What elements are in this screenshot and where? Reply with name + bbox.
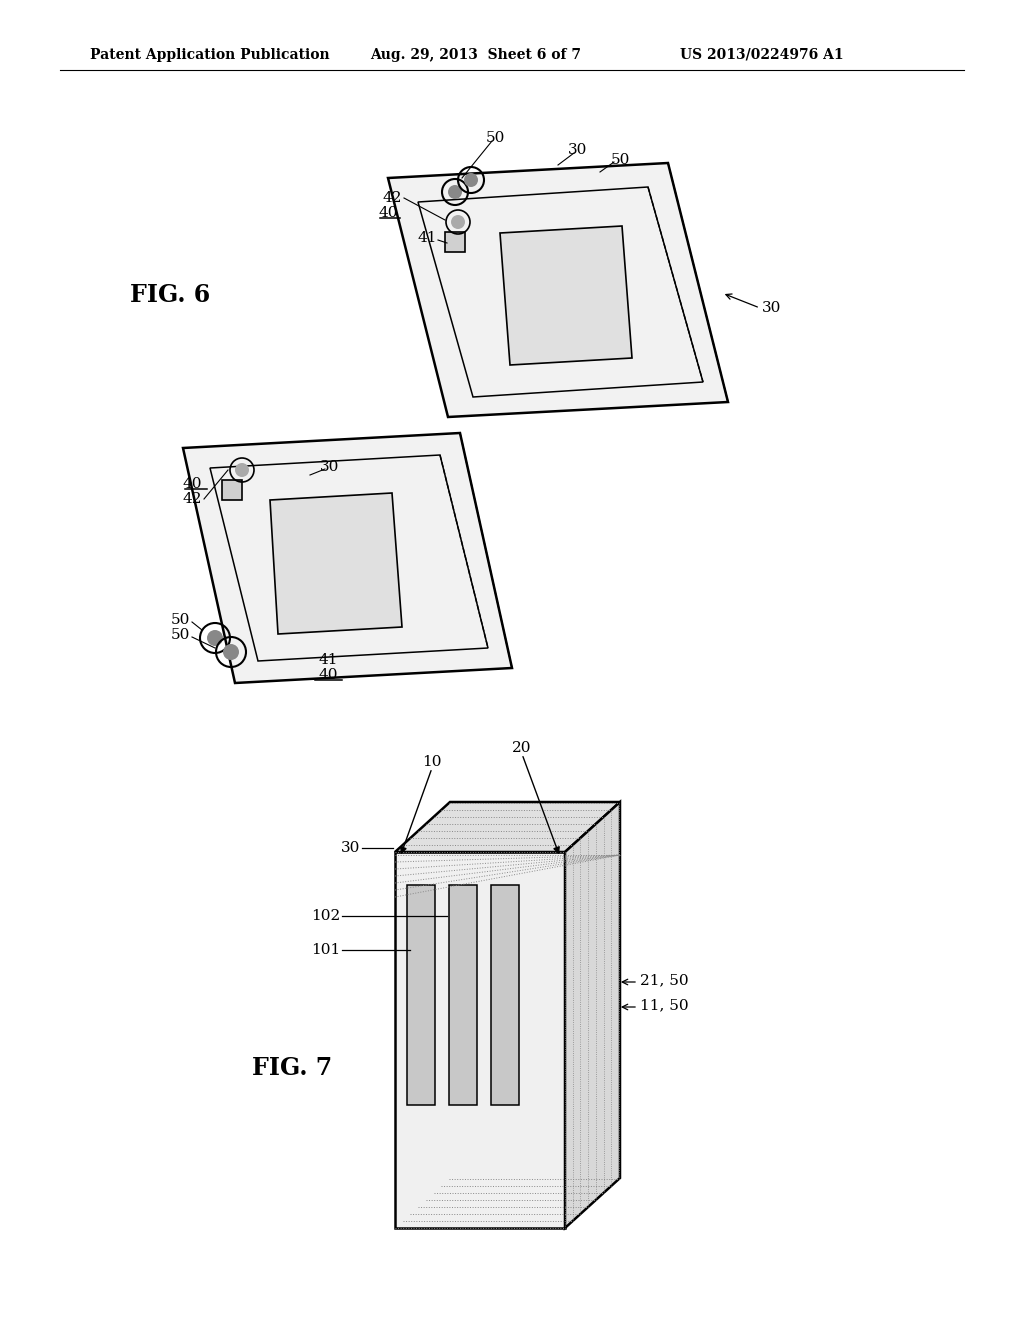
Text: 30: 30 bbox=[568, 143, 588, 157]
Text: FIG. 7: FIG. 7 bbox=[252, 1056, 332, 1080]
Text: 42: 42 bbox=[383, 191, 402, 205]
Circle shape bbox=[207, 630, 223, 645]
Polygon shape bbox=[222, 480, 242, 500]
Circle shape bbox=[449, 185, 462, 199]
Text: 102: 102 bbox=[310, 909, 340, 923]
Text: 50: 50 bbox=[171, 628, 190, 642]
Polygon shape bbox=[445, 232, 465, 252]
Polygon shape bbox=[500, 226, 632, 366]
Polygon shape bbox=[449, 884, 477, 1105]
Text: 30: 30 bbox=[762, 301, 781, 315]
Text: 30: 30 bbox=[341, 841, 360, 855]
Text: 41: 41 bbox=[318, 653, 338, 667]
Polygon shape bbox=[490, 884, 519, 1105]
Text: 21, 50: 21, 50 bbox=[640, 973, 688, 987]
Circle shape bbox=[234, 463, 249, 477]
Text: 40: 40 bbox=[379, 206, 398, 220]
Text: US 2013/0224976 A1: US 2013/0224976 A1 bbox=[680, 48, 844, 62]
Text: 40: 40 bbox=[182, 477, 202, 491]
Text: 11, 50: 11, 50 bbox=[640, 998, 688, 1012]
Polygon shape bbox=[388, 162, 728, 417]
Polygon shape bbox=[407, 884, 435, 1105]
Text: 50: 50 bbox=[485, 131, 505, 145]
Polygon shape bbox=[395, 851, 565, 1228]
Text: 50: 50 bbox=[610, 153, 630, 168]
Text: FIG. 6: FIG. 6 bbox=[130, 282, 210, 308]
Circle shape bbox=[464, 173, 478, 187]
Circle shape bbox=[223, 644, 239, 660]
Circle shape bbox=[451, 215, 465, 228]
Text: 42: 42 bbox=[182, 492, 202, 506]
Polygon shape bbox=[395, 803, 620, 851]
Polygon shape bbox=[565, 803, 620, 1228]
Text: 20: 20 bbox=[512, 741, 531, 755]
Text: 10: 10 bbox=[422, 755, 441, 770]
Polygon shape bbox=[183, 433, 512, 682]
Polygon shape bbox=[270, 492, 402, 634]
Text: 30: 30 bbox=[321, 459, 340, 474]
Text: 40: 40 bbox=[318, 668, 338, 682]
Text: 50: 50 bbox=[171, 612, 190, 627]
Text: 101: 101 bbox=[310, 942, 340, 957]
Text: Patent Application Publication: Patent Application Publication bbox=[90, 48, 330, 62]
Text: 41: 41 bbox=[418, 231, 437, 246]
Text: Aug. 29, 2013  Sheet 6 of 7: Aug. 29, 2013 Sheet 6 of 7 bbox=[370, 48, 581, 62]
